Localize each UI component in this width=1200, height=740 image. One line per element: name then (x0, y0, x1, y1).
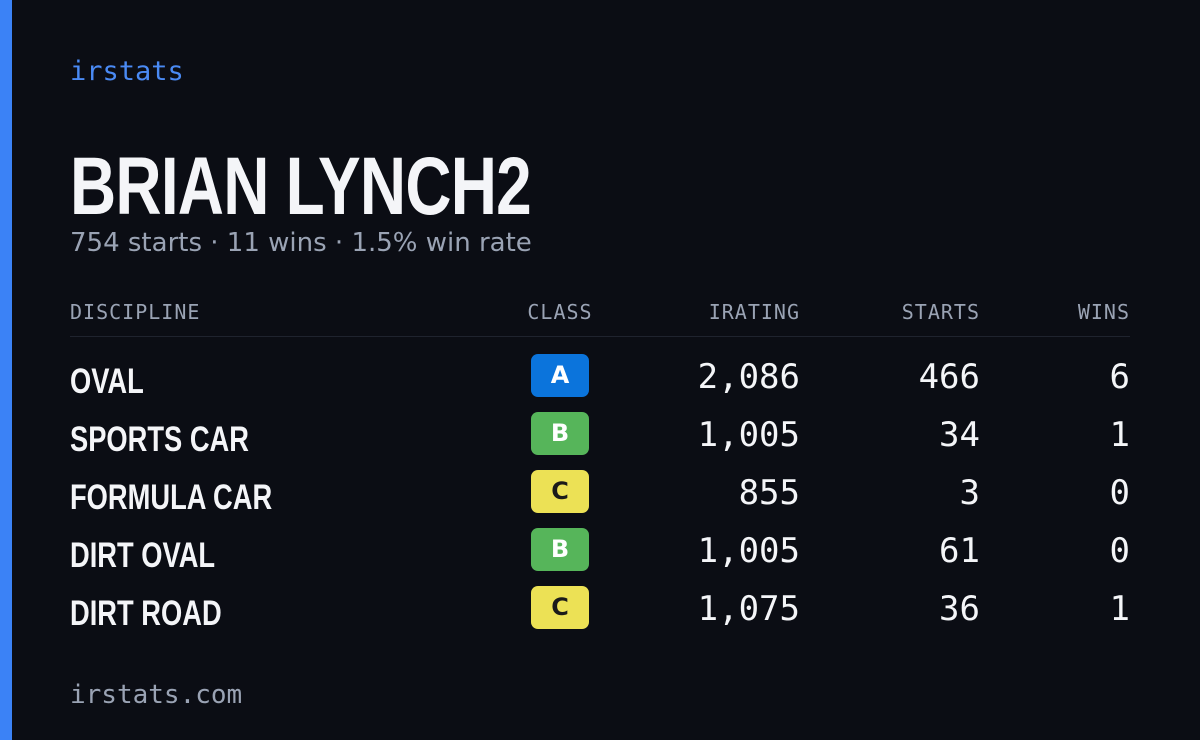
accent-bar (0, 0, 12, 740)
irating: 2,086 (697, 357, 800, 397)
irating: 1,005 (697, 415, 800, 455)
wins: 1 (1109, 415, 1130, 455)
wins: 1 (1109, 589, 1130, 629)
irating: 855 (738, 473, 800, 513)
driver-name: BRIAN LYNCH2 (70, 141, 532, 232)
divider (70, 336, 1130, 337)
column-header: WINS (1077, 300, 1130, 324)
brand: irstats (70, 56, 184, 87)
discipline: DIRT ROAD (70, 594, 222, 633)
wins: 0 (1109, 473, 1130, 513)
class-badge: B (531, 412, 589, 455)
column-header: CLASS (527, 300, 593, 324)
class-badge: A (531, 354, 589, 397)
starts: 36 (939, 589, 980, 629)
class-badge: C (531, 470, 589, 513)
wins: 6 (1109, 357, 1130, 397)
subtitle: 754 starts · 11 wins · 1.5% win rate (70, 228, 532, 258)
column-header: IRATING (708, 300, 800, 324)
starts: 3 (959, 473, 980, 513)
starts: 466 (918, 357, 980, 397)
starts: 34 (939, 415, 980, 455)
class-badge: C (531, 586, 589, 629)
class-badge: B (531, 528, 589, 571)
discipline: SPORTS CAR (70, 420, 249, 459)
discipline: FORMULA CAR (70, 478, 273, 517)
discipline: DIRT OVAL (70, 536, 216, 575)
starts: 61 (939, 531, 980, 571)
footer: irstats.com (70, 680, 243, 710)
discipline: OVAL (70, 362, 144, 401)
column-header: STARTS (901, 300, 980, 324)
wins: 0 (1109, 531, 1130, 571)
irating: 1,005 (697, 531, 800, 571)
irating: 1,075 (697, 589, 800, 629)
column-header: DISCIPLINE (70, 300, 201, 324)
